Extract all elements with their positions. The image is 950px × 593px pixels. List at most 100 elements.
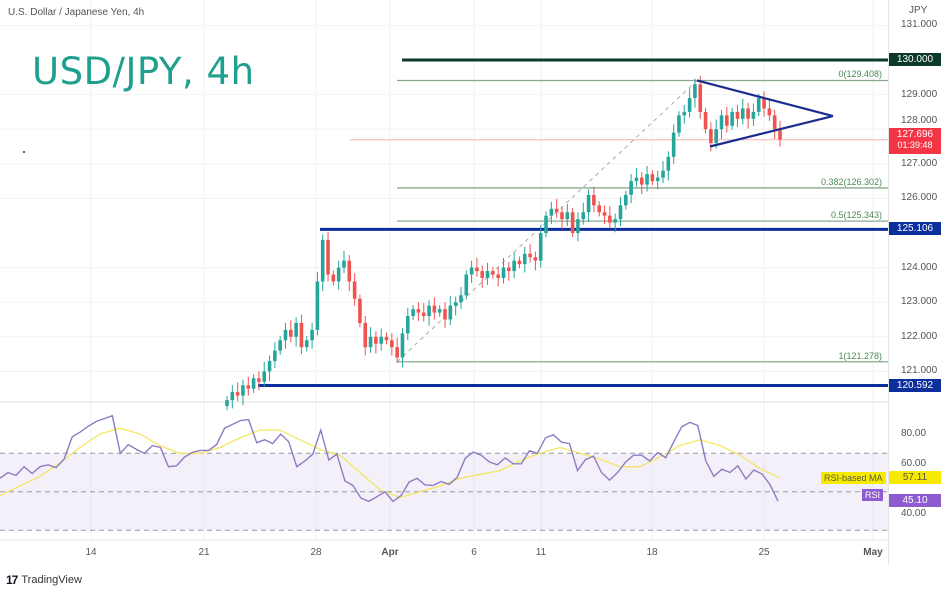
candle-body (299, 322, 304, 348)
time-axis-label: 14 (85, 547, 97, 558)
candle-body (246, 385, 251, 389)
candle-body (326, 239, 330, 275)
candle (597, 201, 602, 217)
candle-body (443, 309, 447, 320)
marker-dot (23, 151, 25, 153)
candle-body (666, 156, 671, 171)
candle (501, 257, 506, 284)
time-axis-label: 18 (646, 547, 658, 558)
price-axis-tick: 127.000 (901, 157, 938, 169)
tradingview-logo[interactable]: 17 TradingView (6, 573, 82, 587)
candle (730, 107, 734, 130)
candle-body (698, 84, 703, 112)
candle-body (687, 98, 692, 112)
candle (225, 395, 229, 411)
candle-body (475, 267, 479, 272)
candle (645, 165, 649, 192)
candle-body (655, 177, 660, 182)
candle (693, 78, 697, 108)
candle-body (480, 271, 485, 278)
candle-body (267, 361, 272, 372)
candle (517, 256, 522, 269)
price-axis-tick: 122.000 (901, 330, 938, 342)
candle-body (703, 111, 708, 130)
candle-body (735, 111, 740, 119)
candle-body (629, 181, 633, 195)
candle-body (772, 115, 777, 130)
candle-body (368, 336, 373, 348)
candle (437, 304, 442, 317)
current-price-value: 127.696 (896, 128, 934, 140)
candle (549, 201, 554, 225)
candle (331, 270, 336, 286)
fib-level-label: 1(121.278) (838, 350, 882, 361)
candle (257, 371, 261, 391)
candle (677, 111, 681, 137)
triangle-upper-line[interactable] (696, 79, 834, 118)
candle (443, 302, 447, 328)
chart-canvas[interactable] (0, 0, 888, 565)
candle-body (507, 267, 511, 272)
candle (384, 332, 389, 345)
candle (374, 331, 378, 354)
candle-body (693, 84, 697, 99)
candle (267, 355, 272, 382)
candle (342, 250, 346, 274)
candle-body (453, 302, 458, 306)
candle-body (395, 347, 399, 358)
candle (666, 151, 671, 181)
price-axis[interactable]: JPY 131.000 129.000 128.000 127.000 126.000 1… (888, 0, 950, 565)
time-axis-label: 6 (471, 547, 477, 558)
candle-body (448, 305, 453, 320)
candle-body (549, 208, 554, 216)
candle (618, 197, 623, 227)
candle (459, 286, 463, 310)
candle-body (496, 274, 500, 278)
candle (347, 255, 352, 292)
candle (533, 251, 538, 271)
candle-body (613, 219, 617, 223)
candle-body (751, 111, 756, 119)
candle (671, 124, 676, 164)
candle-body (746, 108, 750, 119)
candle (629, 174, 633, 204)
price-axis-tick: 128.000 (901, 114, 938, 126)
candle (278, 336, 282, 355)
candle-body (459, 295, 463, 303)
triangle-lower-line[interactable] (709, 114, 834, 148)
candle-body (384, 336, 389, 341)
candle-body (671, 132, 676, 157)
candle (453, 296, 458, 316)
candle-body (225, 400, 229, 406)
candle-body (602, 212, 607, 216)
candle (395, 337, 399, 364)
candle-body (358, 298, 362, 323)
candle (304, 336, 309, 352)
candle-body (331, 274, 336, 282)
current-price-badge: 127.696 01:39:48 (889, 127, 941, 154)
candle (507, 262, 511, 281)
candle-body (432, 305, 437, 313)
candle (299, 314, 304, 355)
candle (320, 234, 325, 292)
fib-level-label: 0.5(125.343) (830, 210, 882, 221)
candle-body (677, 115, 681, 133)
fib-level-label: 0.382(126.302) (820, 176, 882, 187)
price-axis-tick: 126.000 (901, 192, 938, 204)
candle (379, 328, 384, 351)
time-axis-label: Apr (381, 547, 399, 558)
candle-body (491, 271, 495, 275)
price-level-badge: 130.000 (889, 53, 941, 66)
candle (698, 75, 703, 119)
rsi-axis-tick: 80.00 (901, 428, 927, 439)
rsi-axis-tick: 60.00 (901, 458, 927, 470)
candle-body (294, 322, 298, 337)
candle-body (411, 309, 415, 317)
candle-body (405, 316, 410, 334)
candle (485, 262, 490, 285)
candle-body (379, 336, 384, 344)
candle-body (762, 98, 766, 109)
candle (623, 190, 628, 210)
price-level-badge: 125.106 (889, 222, 941, 236)
candle-body (650, 174, 655, 182)
